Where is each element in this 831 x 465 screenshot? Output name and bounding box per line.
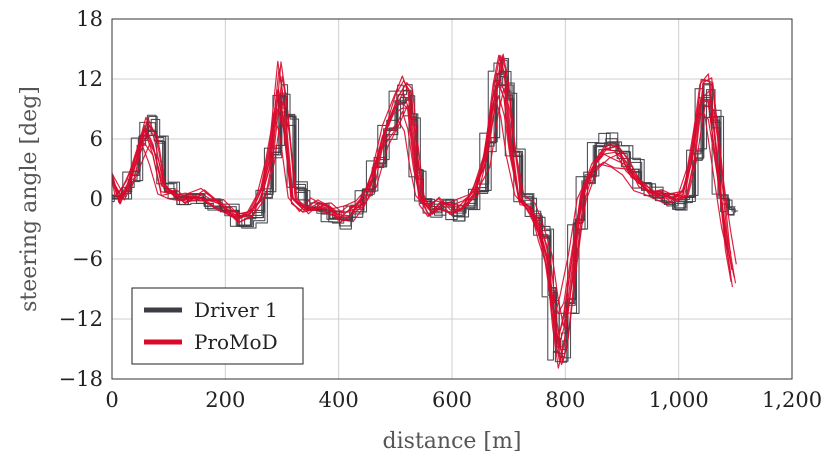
y-tick-label: −12 — [59, 307, 103, 331]
y-axis-label: steering angle [deg] — [17, 86, 42, 312]
legend-box — [131, 287, 304, 365]
x-tick-label: 0 — [105, 388, 118, 412]
x-tick-label: 1,000 — [649, 388, 709, 412]
legend-label: ProMoD — [194, 330, 278, 354]
y-tick-label: 0 — [90, 187, 103, 211]
y-tick-label: −6 — [72, 247, 103, 271]
y-tick-label: −18 — [59, 367, 103, 391]
plot-frame — [111, 18, 793, 380]
y-tick-label: 18 — [76, 7, 103, 31]
y-tick-label: 6 — [90, 127, 103, 151]
promod-series — [112, 53, 737, 369]
x-tick-label: 1,200 — [762, 388, 822, 412]
tick-labels: 0 200 400 600 800 1,000 1,200 −18 −12 −6 0 6 12 18 — [59, 7, 822, 412]
x-axis-label: distance [m] — [383, 429, 522, 454]
promod-trace — [112, 53, 737, 364]
plot-series — [112, 53, 739, 369]
x-tick-label: 600 — [432, 388, 472, 412]
promod-trace — [112, 87, 737, 327]
x-tick-label: 400 — [319, 388, 359, 412]
promod-trace — [112, 96, 728, 318]
legend: Driver 1 ProMoD — [131, 287, 304, 365]
x-tick-label: 800 — [545, 388, 585, 412]
x-tick-label: 200 — [205, 388, 245, 412]
y-tick-label: 12 — [76, 67, 103, 91]
legend-label: Driver 1 — [194, 298, 278, 322]
promod-trace — [112, 77, 733, 347]
